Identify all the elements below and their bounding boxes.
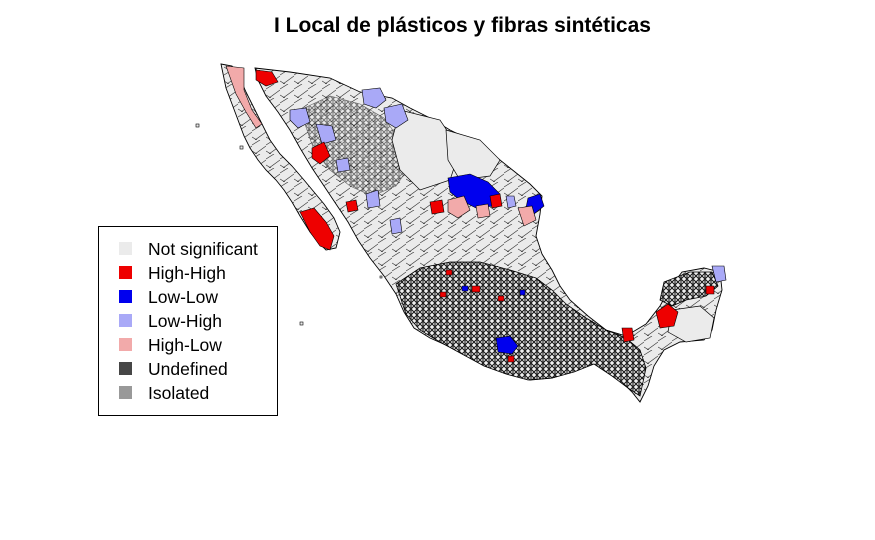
low-high-cluster-west bbox=[289, 107, 311, 129]
legend-swatch bbox=[119, 266, 132, 279]
high-low-cluster-tamaulipas bbox=[517, 205, 537, 227]
map-title: I Local de plásticos y fibras sintéticas bbox=[274, 14, 651, 37]
legend-label: Isolated bbox=[148, 383, 210, 403]
legend-item-low-low: Low-Low bbox=[99, 285, 277, 309]
high-high-cluster-baja-south bbox=[299, 207, 335, 251]
high-high-unit bbox=[471, 285, 481, 293]
low-high-cluster-sonora-2 bbox=[383, 103, 409, 129]
low-low-cluster-south bbox=[495, 335, 519, 355]
north-dense-region bbox=[299, 95, 411, 197]
high-high-cluster-zacatecas bbox=[489, 193, 503, 209]
central-dense-region bbox=[395, 261, 647, 397]
island bbox=[379, 275, 383, 279]
island bbox=[299, 321, 304, 326]
high-low-cluster-nuevo-leon bbox=[475, 203, 491, 219]
low-high-cluster-sinaloa bbox=[315, 123, 337, 145]
legend-label: Undefined bbox=[148, 359, 228, 379]
legend-item-low-high: Low-High bbox=[99, 309, 277, 333]
legend-item-high-high: High-High bbox=[99, 261, 277, 285]
high-high-unit bbox=[497, 295, 505, 302]
yucatan-region bbox=[667, 305, 715, 343]
high-high-cluster-baja-north bbox=[255, 69, 279, 87]
low-low-unit bbox=[461, 285, 469, 292]
high-high-cluster-sonora bbox=[311, 141, 331, 165]
legend-label: High-Low bbox=[148, 335, 222, 355]
legend-label: Low-High bbox=[148, 311, 222, 331]
high-high-unit bbox=[445, 269, 453, 276]
legend-item-isolated: Isolated bbox=[99, 381, 277, 405]
high-high-cluster-sinaloa bbox=[345, 199, 359, 213]
high-high-unit bbox=[439, 291, 447, 298]
low-high-cluster-north-east bbox=[505, 195, 517, 209]
low-high-cluster-nayarit bbox=[389, 217, 403, 235]
legend-swatch bbox=[119, 338, 132, 351]
legend-swatch bbox=[119, 362, 132, 375]
map-legend: Not significant High-High Low-Low Low-Hi… bbox=[98, 226, 278, 416]
high-low-cluster-coahuila bbox=[447, 195, 471, 219]
high-high-cluster-quintana-roo bbox=[705, 285, 715, 295]
island bbox=[195, 123, 200, 128]
high-high-cluster-durango bbox=[429, 199, 445, 215]
chihuahua-region bbox=[391, 109, 461, 191]
high-high-cluster-campeche bbox=[655, 303, 679, 329]
legend-item-undefined: Undefined bbox=[99, 357, 277, 381]
legend-label: Low-Low bbox=[148, 287, 219, 307]
island bbox=[239, 145, 244, 150]
high-high-unit bbox=[507, 355, 515, 363]
low-high-cluster-durango bbox=[365, 189, 381, 209]
legend-swatch bbox=[119, 386, 132, 399]
low-high-cluster-yucatan bbox=[711, 265, 727, 283]
low-low-unit bbox=[519, 289, 526, 296]
yucatan-dense-region bbox=[659, 271, 719, 307]
legend-label: High-High bbox=[148, 263, 226, 283]
legend-item-high-low: High-Low bbox=[99, 333, 277, 357]
legend-swatch bbox=[119, 290, 132, 303]
legend-item-not-significant: Not significant bbox=[99, 237, 277, 261]
high-low-cluster-baja bbox=[225, 65, 263, 129]
low-high-cluster-sinaloa-2 bbox=[335, 157, 351, 173]
legend-swatch bbox=[119, 242, 132, 255]
coahuila-region bbox=[445, 129, 501, 181]
legend-label: Not significant bbox=[148, 239, 258, 259]
legend-swatch bbox=[119, 314, 132, 327]
low-high-cluster-sonora bbox=[361, 87, 387, 109]
high-high-cluster-tabasco bbox=[621, 327, 635, 343]
